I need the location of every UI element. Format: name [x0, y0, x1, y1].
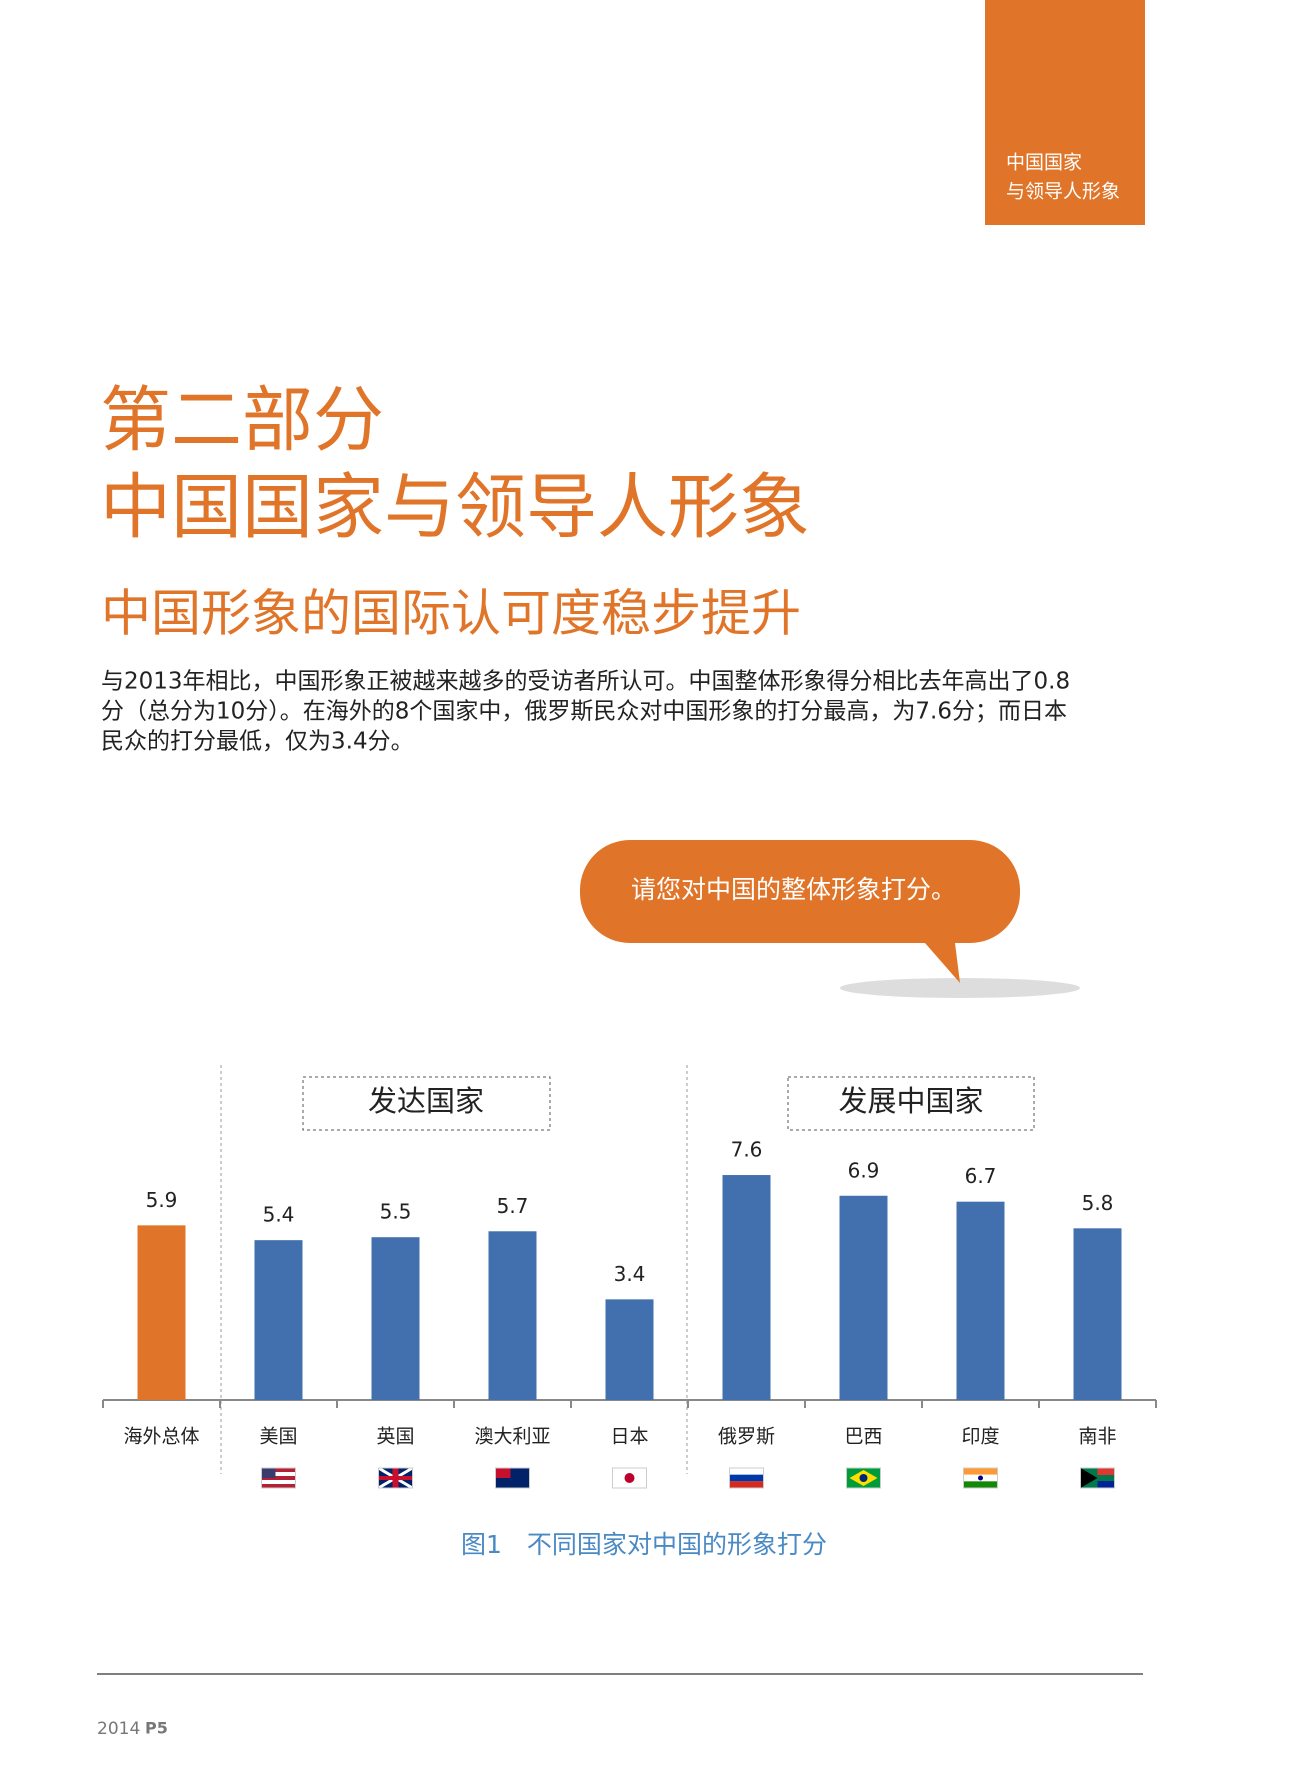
flag	[963, 1467, 998, 1489]
bar	[605, 1299, 654, 1400]
section-tab	[985, 0, 1145, 225]
value-label: 3.4	[614, 1262, 646, 1286]
value-label: 5.4	[263, 1203, 295, 1227]
bar	[137, 1225, 186, 1400]
bar	[722, 1175, 771, 1400]
flag	[846, 1467, 881, 1489]
value-label: 7.6	[731, 1138, 763, 1162]
value-label: 5.8	[1082, 1191, 1114, 1215]
title: 中国国家与领导人形象	[100, 466, 810, 549]
category-label: 印度	[961, 1426, 999, 1448]
value-label: 5.5	[380, 1200, 412, 1224]
bar	[956, 1201, 1005, 1400]
tab-text: 中国国家	[1006, 152, 1082, 174]
category-label: 俄罗斯	[718, 1426, 775, 1448]
flag	[963, 1468, 998, 1475]
category-label: 海外总体	[123, 1426, 199, 1448]
speech-bubble	[580, 840, 1020, 983]
bubble-shadow	[840, 978, 1080, 998]
bar	[371, 1237, 420, 1400]
flag	[378, 1467, 413, 1489]
flag	[495, 1468, 511, 1478]
flag	[378, 1476, 413, 1480]
group-label: 发达国家	[368, 1084, 484, 1118]
subtitle: 中国形象的国际认可度稳步提升	[101, 585, 801, 643]
flag	[612, 1467, 647, 1489]
category-label: 巴西	[844, 1426, 882, 1448]
body-text: 民众的打分最低，仅为3.4分。	[101, 729, 414, 755]
value-label: 6.9	[848, 1158, 880, 1182]
flag	[1080, 1468, 1098, 1488]
flag	[261, 1467, 296, 1489]
flag	[1097, 1481, 1115, 1488]
footer-page: P5	[145, 1719, 168, 1738]
flag	[859, 1474, 868, 1482]
flag	[729, 1474, 764, 1482]
flag	[978, 1475, 983, 1481]
value-label: 5.7	[497, 1194, 529, 1218]
caption: 图1 不同国家对中国的形象打分	[461, 1530, 827, 1559]
flag	[624, 1473, 635, 1483]
bar	[488, 1231, 537, 1400]
title: 第二部分	[100, 379, 384, 462]
flag	[261, 1480, 296, 1484]
flag	[261, 1468, 276, 1478]
flag	[729, 1467, 764, 1489]
category-label: 英国	[376, 1426, 414, 1448]
flag	[963, 1481, 998, 1488]
bar	[254, 1240, 303, 1400]
flag	[495, 1467, 530, 1489]
group-label: 发展中国家	[838, 1084, 983, 1118]
category-label: 澳大利亚	[474, 1426, 550, 1448]
value-label: 6.7	[965, 1164, 997, 1188]
value-label: 5.9	[146, 1188, 178, 1212]
flag	[729, 1481, 764, 1488]
flag	[261, 1484, 296, 1488]
bubble-text: 请您对中国的整体形象打分。	[631, 875, 956, 904]
bar	[839, 1195, 888, 1400]
flag	[1080, 1467, 1115, 1489]
category-label: 南非	[1078, 1426, 1116, 1448]
bar	[1073, 1228, 1122, 1400]
body-text: 与2013年相比，中国形象正被越来越多的受访者所认可。中国整体形象得分相比去年高…	[101, 669, 1070, 695]
group-box	[787, 1076, 1035, 1131]
flag	[261, 1476, 296, 1480]
tab-text: 与领导人形象	[1006, 181, 1120, 203]
footer-year: 2014	[97, 1719, 140, 1739]
category-label: 美国	[259, 1426, 297, 1448]
flag	[1097, 1468, 1115, 1475]
flag	[261, 1472, 296, 1476]
flag	[261, 1468, 296, 1472]
flag	[729, 1468, 764, 1475]
category-label: 日本	[610, 1426, 648, 1448]
body-text: 分（总分为10分）。在海外的8个国家中，俄罗斯民众对中国形象的打分最高，为7.6…	[101, 699, 1067, 725]
